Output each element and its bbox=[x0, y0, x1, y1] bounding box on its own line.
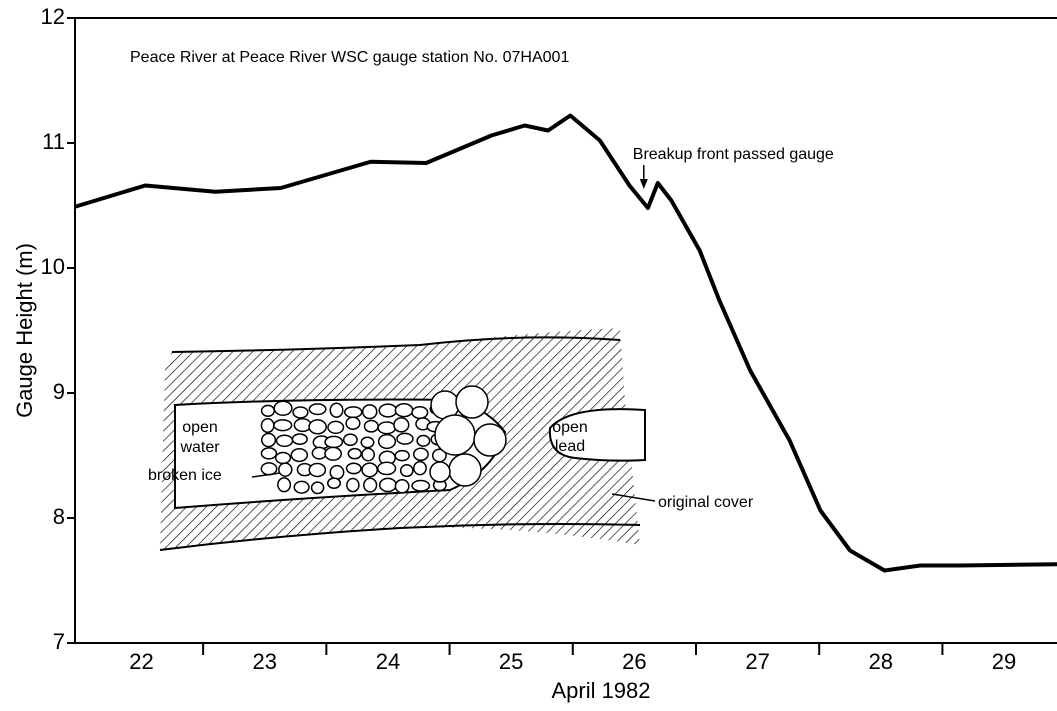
x-tick-label: 25 bbox=[499, 649, 523, 674]
x-tick-label: 22 bbox=[129, 649, 153, 674]
ice-floe bbox=[325, 436, 342, 447]
ice-floe bbox=[330, 403, 343, 417]
annotation: Breakup front passed gauge bbox=[633, 146, 834, 163]
inset-label: broken ice bbox=[148, 467, 222, 484]
ice-floe bbox=[292, 434, 307, 444]
ice-floe bbox=[276, 452, 291, 463]
ice-floe bbox=[414, 462, 426, 475]
ice-floe bbox=[401, 465, 413, 477]
ice-floe bbox=[294, 481, 309, 493]
y-tick-label: 9 bbox=[53, 379, 65, 404]
ice-floe bbox=[435, 415, 475, 455]
y-tick-label: 7 bbox=[53, 629, 65, 654]
inset-label: water bbox=[179, 439, 220, 456]
x-tick-label: 29 bbox=[992, 649, 1016, 674]
ice-floe bbox=[412, 481, 429, 491]
y-tick-label: 8 bbox=[53, 504, 65, 529]
ice-floe bbox=[395, 480, 408, 493]
ice-floe bbox=[262, 433, 276, 446]
x-tick-label: 27 bbox=[745, 649, 769, 674]
ice-floe bbox=[291, 449, 307, 462]
ice-floe bbox=[261, 463, 276, 475]
ice-floe bbox=[261, 448, 276, 459]
ice-floe bbox=[348, 449, 361, 459]
inset-label: lead bbox=[555, 438, 585, 455]
ice-floe bbox=[312, 482, 324, 493]
inset-label: original cover bbox=[658, 494, 754, 511]
annotation-arrowhead bbox=[640, 179, 648, 189]
ice-floe bbox=[274, 420, 292, 431]
x-tick-label: 28 bbox=[869, 649, 893, 674]
ice-floe bbox=[325, 447, 341, 460]
ice-floe bbox=[397, 433, 413, 444]
ice-floe bbox=[261, 419, 273, 433]
y-tick-label: 12 bbox=[41, 4, 65, 29]
ice-floe bbox=[380, 478, 397, 491]
ice-floe bbox=[364, 478, 377, 492]
ice-floe bbox=[279, 463, 292, 476]
ice-floe bbox=[347, 479, 359, 492]
ice-floe bbox=[362, 463, 377, 477]
ice-floe bbox=[395, 404, 412, 417]
inset-label: open bbox=[552, 419, 588, 436]
ice-floe bbox=[364, 420, 378, 431]
ice-floe bbox=[312, 447, 326, 458]
chart-title: Peace River at Peace River WSC gauge sta… bbox=[130, 49, 569, 66]
ice-floe bbox=[328, 421, 344, 433]
axis-frame bbox=[75, 18, 1057, 643]
ice-floe bbox=[346, 417, 360, 429]
ice-floe bbox=[347, 463, 361, 473]
ice-floe bbox=[309, 404, 325, 415]
ice-floe bbox=[328, 478, 340, 488]
ice-floe bbox=[378, 422, 395, 434]
ice-floe bbox=[412, 407, 428, 419]
ice-floe bbox=[330, 466, 343, 479]
ice-floe bbox=[274, 401, 292, 415]
x-tick-label: 23 bbox=[253, 649, 277, 674]
x-tick-label: 24 bbox=[376, 649, 400, 674]
ice-floe bbox=[309, 463, 325, 476]
ice-floe bbox=[362, 448, 374, 460]
ice-floe bbox=[345, 407, 362, 418]
ice-floe bbox=[449, 454, 481, 486]
ice-floe bbox=[294, 419, 311, 432]
ice-floe bbox=[394, 418, 409, 432]
ice-floe bbox=[456, 386, 488, 418]
ice-floe bbox=[262, 405, 275, 416]
x-tick-label: 26 bbox=[622, 649, 646, 674]
ice-floe bbox=[378, 462, 396, 474]
ice-floe bbox=[309, 420, 326, 434]
ice-floe bbox=[361, 437, 373, 447]
y-tick-label: 10 bbox=[41, 254, 65, 279]
ice-floe bbox=[417, 436, 430, 447]
chart: 7 8 9 10 11 12 22 23 24 25 26 27 28 29 April 1982 Gauge… bbox=[0, 0, 1057, 711]
ice-floe bbox=[430, 462, 450, 482]
ice-floe bbox=[379, 404, 396, 417]
y-axis-label: Gauge Height (m) bbox=[12, 243, 37, 418]
ice-floe bbox=[395, 451, 409, 461]
ice-floe bbox=[293, 407, 308, 418]
ice-floe bbox=[278, 478, 290, 492]
ice-floe bbox=[344, 434, 357, 445]
x-axis-label: April 1982 bbox=[551, 678, 650, 703]
ice-floe bbox=[379, 435, 396, 449]
ice-floe bbox=[414, 448, 428, 460]
ice-floe bbox=[363, 405, 377, 419]
ice-floe bbox=[276, 435, 292, 446]
y-tick-label: 11 bbox=[42, 129, 65, 154]
inset-label: open bbox=[182, 419, 218, 436]
ice-floe bbox=[474, 424, 506, 456]
